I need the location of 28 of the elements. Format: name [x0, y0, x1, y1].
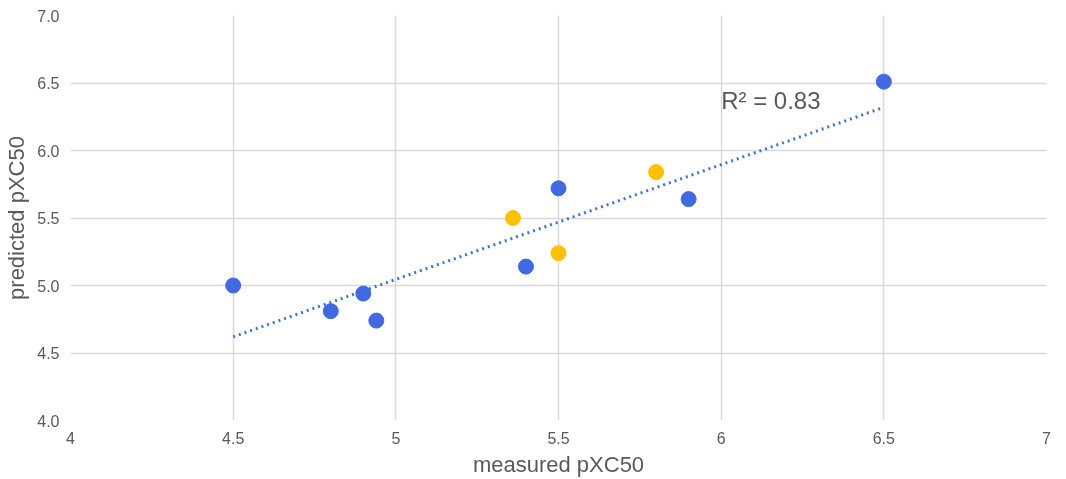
point — [225, 277, 242, 294]
annotation: R² = 0.83 — [721, 87, 821, 115]
point — [680, 191, 697, 208]
y-tick-label: 5.5 — [37, 210, 60, 227]
y-tick-label: 6.5 — [37, 75, 60, 92]
x-tick-label: 5.5 — [547, 429, 570, 447]
point — [368, 312, 385, 329]
point — [322, 303, 339, 320]
y-axis-title: predicted pXC50 — [4, 136, 30, 300]
y-tick-label: 5.0 — [37, 277, 60, 295]
point — [355, 285, 372, 302]
x-tick-label: 4.5 — [222, 429, 245, 447]
x-tick-label: 6.5 — [872, 429, 896, 447]
y-tick-label: 4.5 — [37, 345, 60, 362]
point — [875, 73, 892, 90]
x-axis-title: measured pXC50 — [472, 451, 645, 477]
y-tick-label: 6.0 — [37, 142, 60, 160]
y-tick-label: 7.0 — [37, 7, 60, 25]
point — [648, 164, 665, 181]
point — [517, 258, 534, 275]
y-tick-label: 4.0 — [37, 412, 60, 430]
x-tick-label: 7 — [1042, 429, 1052, 447]
x-tick-label: 4 — [66, 429, 76, 447]
point — [550, 245, 567, 262]
point — [550, 180, 567, 197]
point — [504, 210, 521, 226]
x-tick-label: 5 — [391, 429, 401, 447]
x-tick-label: 6 — [716, 429, 726, 447]
